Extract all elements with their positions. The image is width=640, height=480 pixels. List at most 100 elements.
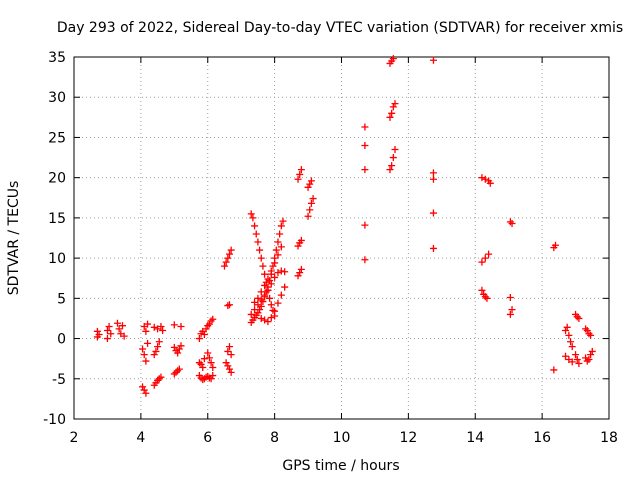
data-point — [307, 199, 315, 207]
data-point — [552, 241, 559, 249]
x-tick-label: 2 — [70, 430, 79, 446]
data-point — [429, 175, 437, 183]
data-point — [587, 351, 595, 359]
data-point — [481, 175, 489, 183]
data-point — [306, 206, 314, 214]
data-point — [150, 323, 158, 331]
data-point — [170, 370, 178, 378]
data-point — [200, 331, 208, 339]
data-point — [575, 359, 583, 367]
data-point — [389, 55, 397, 63]
data-point — [249, 214, 257, 222]
data-point — [140, 351, 148, 359]
data-point — [478, 286, 486, 294]
y-tick-label: 30 — [48, 90, 66, 106]
data-point — [155, 338, 163, 346]
data-point — [252, 230, 260, 238]
data-point — [264, 286, 272, 294]
data-point — [266, 294, 274, 302]
data-point — [277, 291, 285, 299]
data-point — [585, 355, 593, 363]
data-point — [267, 280, 275, 288]
data-point — [506, 294, 514, 302]
x-tick-label: 16 — [533, 430, 551, 446]
data-point — [481, 293, 489, 301]
y-tick-label: 25 — [48, 130, 66, 146]
data-point — [144, 320, 152, 328]
data-point — [247, 210, 255, 218]
data-point — [225, 301, 233, 309]
data-point — [142, 389, 150, 397]
data-point — [563, 323, 571, 331]
data-point — [261, 316, 269, 324]
data-point — [582, 354, 590, 362]
x-axis-title: GPS time / hours — [282, 458, 399, 474]
axis-ticks: 2 4 6 8 10 12 14 16 18 -10 -5 0 5 10 15 20 25 30 35 — [43, 50, 618, 446]
data-point — [174, 367, 182, 375]
data-point — [568, 358, 576, 366]
data-point — [508, 306, 516, 314]
data-point — [573, 313, 581, 321]
y-tick-label: -10 — [43, 412, 66, 428]
data-point — [307, 177, 315, 185]
data-point — [261, 291, 269, 299]
data-point — [429, 169, 437, 177]
data-point — [386, 113, 394, 121]
data-point — [257, 302, 265, 310]
data-point — [113, 319, 121, 327]
data-point — [150, 351, 158, 359]
data-point — [261, 281, 269, 289]
data-point — [105, 322, 113, 330]
data-point — [155, 375, 163, 383]
data-point — [271, 259, 279, 267]
x-tick-label: 6 — [203, 430, 212, 446]
chart-title: Day 293 of 2022, Sidereal Day-to-day VTE… — [57, 20, 623, 36]
data-point — [575, 314, 583, 322]
data-point — [159, 327, 167, 335]
data-point — [209, 372, 217, 380]
data-point — [361, 166, 369, 174]
data-point — [388, 109, 396, 117]
data-point — [271, 307, 279, 315]
data-point — [506, 218, 514, 226]
data-point — [294, 272, 302, 280]
data-point — [107, 330, 115, 338]
data-point — [259, 298, 267, 306]
x-tick-label: 10 — [333, 430, 351, 446]
y-tick-label: 35 — [48, 50, 66, 66]
data-point — [257, 296, 265, 304]
y-tick-label: 20 — [48, 171, 66, 187]
data-point — [207, 317, 215, 325]
data-point — [140, 386, 148, 394]
data-point — [550, 366, 558, 374]
data-point — [582, 325, 590, 333]
data-point — [224, 362, 232, 370]
data-point — [197, 360, 205, 368]
x-tick-label: 4 — [136, 430, 145, 446]
data-point — [277, 222, 285, 230]
data-point — [261, 270, 269, 278]
x-tick-label: 12 — [399, 430, 417, 446]
data-point — [202, 373, 210, 381]
data-point — [227, 351, 235, 359]
data-point — [227, 246, 235, 254]
data-point — [294, 242, 302, 250]
data-point — [297, 166, 305, 174]
data-point — [200, 355, 208, 363]
data-point — [297, 265, 305, 273]
data-point — [262, 278, 270, 286]
data-point — [276, 230, 284, 238]
data-point — [508, 220, 516, 228]
data-point — [304, 212, 312, 220]
data-point — [483, 294, 491, 302]
data-point — [277, 243, 285, 251]
data-point — [277, 267, 285, 275]
grid — [74, 57, 609, 419]
data-point — [391, 146, 399, 154]
data-point — [257, 314, 265, 322]
data-point — [478, 174, 486, 182]
data-point — [361, 256, 369, 264]
data-point — [281, 283, 289, 291]
data-point — [142, 357, 150, 365]
